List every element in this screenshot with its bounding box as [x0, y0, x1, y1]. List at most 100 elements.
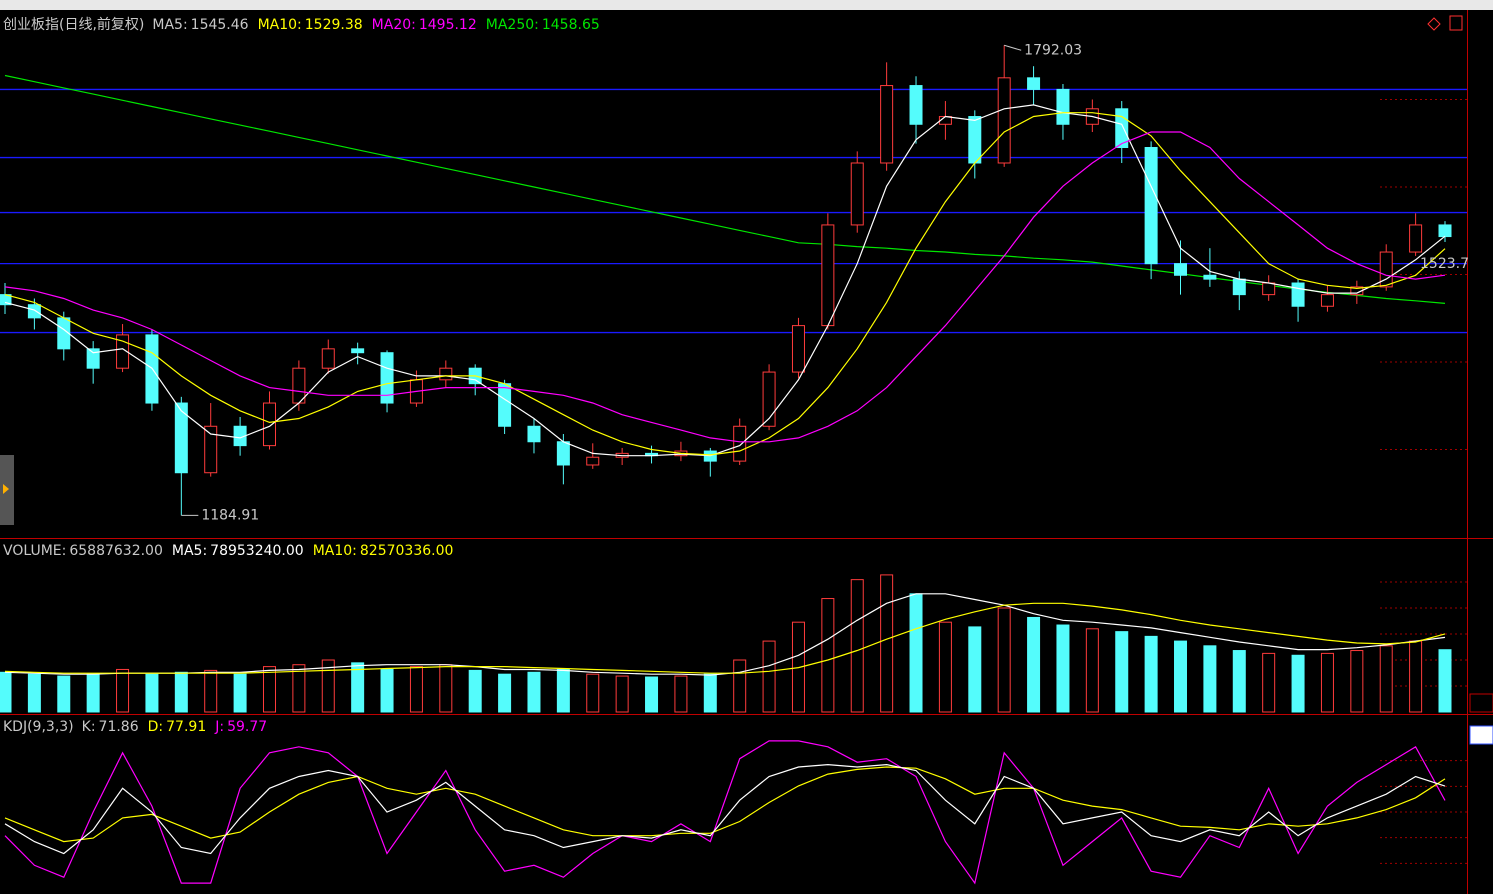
volume-bar — [321, 659, 335, 713]
legend-text: MA5: — [172, 543, 207, 559]
volume-bar — [968, 626, 982, 713]
legend-text: MA20: — [372, 17, 416, 33]
window-button[interactable] — [1449, 15, 1463, 31]
volume-bar — [1027, 616, 1041, 713]
candle-body — [116, 334, 130, 369]
candle-body — [1379, 251, 1393, 288]
volume-bar — [1262, 652, 1276, 713]
kdj-line — [4, 766, 1446, 843]
legend-text: K: — [82, 719, 96, 735]
volume-bar — [1085, 628, 1099, 713]
legend-text: 65887632.00 — [69, 543, 163, 559]
candle-body — [968, 116, 982, 164]
volume-bar — [1144, 635, 1158, 713]
volume-bar — [1174, 640, 1188, 713]
legend-text: 77.91 — [166, 719, 206, 735]
candle-body — [527, 425, 541, 443]
candle-body — [1174, 263, 1188, 276]
volume-bar — [468, 669, 482, 713]
volume-bar — [1056, 624, 1070, 713]
volume-bar — [938, 621, 952, 713]
candle-body — [1320, 294, 1334, 307]
volume-bar — [703, 673, 717, 713]
volume-bar — [116, 668, 130, 713]
candle-body — [821, 224, 835, 327]
legend-text: MA5: — [152, 17, 187, 33]
candle-body — [351, 348, 365, 354]
legend-text: 1458.65 — [542, 17, 600, 33]
volume-bar — [762, 640, 776, 713]
axis-box — [1469, 725, 1493, 745]
annotation: 1523.7 — [1420, 256, 1469, 272]
volume-bar — [1409, 640, 1423, 713]
ma-line — [4, 104, 1446, 457]
volume-bar — [27, 673, 41, 713]
candle-body — [204, 425, 218, 474]
volume-bar — [821, 598, 835, 713]
candle-body — [850, 162, 864, 226]
ma-line — [4, 112, 1446, 456]
volume-ma-line — [4, 602, 1446, 674]
volume-bar — [850, 579, 864, 713]
volume-bar — [1291, 654, 1305, 713]
volume-bar — [0, 671, 12, 713]
volume-bar — [86, 673, 100, 713]
volume-bar — [997, 607, 1011, 713]
volume-bar — [1350, 650, 1364, 713]
axis-box — [1469, 693, 1493, 713]
volume-bar — [615, 675, 629, 713]
volume-bar — [586, 673, 600, 713]
volume-bar — [1115, 631, 1129, 713]
volume-bar — [527, 671, 541, 713]
legend-text: J: — [214, 719, 224, 735]
candle-body — [1203, 274, 1217, 280]
volume-bar — [351, 662, 365, 713]
candle-body — [1027, 77, 1041, 90]
candle-body — [27, 304, 41, 319]
candle-body — [1262, 282, 1276, 296]
candle-body — [1056, 88, 1070, 125]
candle-body — [1438, 224, 1452, 238]
volume-bar — [674, 675, 688, 713]
legend-text: MA10: — [258, 17, 302, 33]
pointer — [1004, 44, 1022, 51]
candle-body — [997, 77, 1011, 164]
volume-bar — [233, 673, 247, 713]
volume-ma-line — [4, 593, 1446, 676]
legend-text: 1495.12 — [419, 17, 477, 33]
window-button[interactable] — [1427, 17, 1441, 31]
legend-text: 59.77 — [227, 719, 267, 735]
candle-body — [556, 441, 570, 466]
legend-text: KDJ(9,3,3) — [3, 719, 74, 735]
volume-bar — [1203, 645, 1217, 713]
volume-bar — [1232, 650, 1246, 713]
volume-bar — [1320, 652, 1334, 713]
candle-body — [439, 367, 453, 381]
ma-line — [4, 131, 1446, 443]
candle-body — [1291, 282, 1305, 307]
candle-body — [86, 348, 100, 369]
volume-bar — [439, 664, 453, 713]
volume-bar — [262, 666, 276, 713]
high-label: 1792.03 — [1024, 42, 1082, 58]
legend-text: 1545.46 — [191, 17, 249, 33]
candle-body — [498, 383, 512, 427]
kdj-line — [4, 740, 1446, 885]
low-label: 1184.91 — [201, 507, 259, 523]
candle-body — [321, 348, 335, 369]
legend-text: 78953240.00 — [210, 543, 304, 559]
candle-body — [1144, 147, 1158, 265]
side-tab-arrow — [3, 484, 9, 494]
legend-text: MA250: — [486, 17, 539, 33]
legend-text: D: — [148, 719, 164, 735]
candle-body — [380, 352, 394, 404]
legend-text: MA10: — [313, 543, 357, 559]
volume-bar — [409, 666, 423, 713]
candle-body — [762, 371, 776, 427]
menu-bar[interactable] — [0, 0, 1493, 10]
candle-body — [174, 402, 188, 474]
volume-bar — [1438, 649, 1452, 713]
volume-bar — [174, 671, 188, 713]
